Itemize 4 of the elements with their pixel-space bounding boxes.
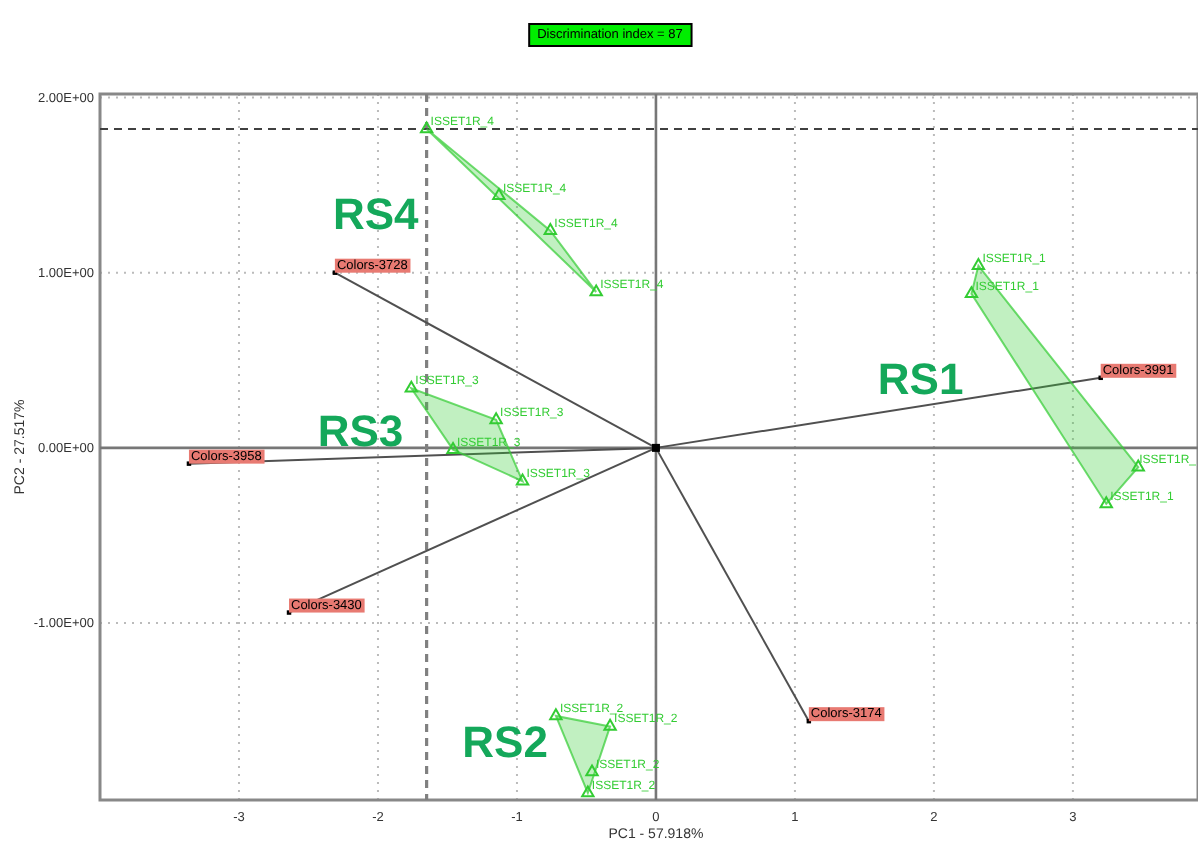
annotation: RS2 bbox=[462, 716, 548, 767]
annotation: RS1 bbox=[877, 354, 964, 405]
annotation: RS4 bbox=[333, 188, 421, 239]
annotation: RS3 bbox=[317, 406, 404, 457]
